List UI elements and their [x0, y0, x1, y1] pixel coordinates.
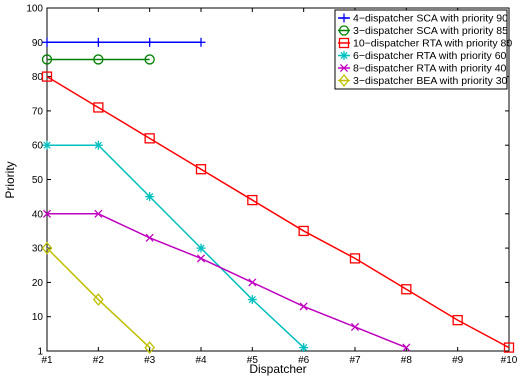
y-tick-label: 1 [37, 347, 43, 358]
asterisk-marker [42, 140, 52, 150]
x-marker [350, 322, 360, 332]
x-tick-label: #6 [298, 355, 310, 366]
x-axis-label: Dispatcher [249, 362, 306, 376]
legend: 4−dispatcher SCA with priority 903−dispa… [334, 9, 512, 90]
series-line [46, 75, 510, 349]
diamond-marker [41, 241, 53, 255]
square-marker [401, 284, 412, 295]
square-marker [298, 225, 309, 237]
x-marker [42, 209, 52, 218]
square-marker [93, 102, 104, 113]
plus-marker [339, 13, 349, 23]
x-marker [248, 278, 257, 287]
asterisk-marker [145, 192, 155, 202]
legend-label: 3−dispatcher SCA with priority 85 [353, 25, 508, 37]
diamond-marker [144, 341, 156, 354]
legend-label: 3−dispatcher BEA with priority 30 [353, 75, 508, 87]
y-tick-label: 30 [32, 244, 44, 255]
x-tick-label: #5 [247, 355, 259, 366]
square-marker [503, 342, 515, 353]
y-tick-label: 90 [32, 38, 44, 49]
x-marker [196, 254, 206, 263]
plus-marker [196, 37, 206, 47]
circle-marker [338, 25, 350, 36]
plus-marker [145, 37, 155, 47]
x-tick-label: #2 [93, 355, 105, 366]
circle-marker [93, 54, 104, 65]
series-line [46, 247, 151, 349]
asterisk-marker [196, 243, 206, 253]
legend-label: 6−dispatcher RTA with priority 60 [353, 50, 507, 62]
circle-marker [144, 54, 155, 65]
legend-label: 4−dispatcher SCA with priority 90 [353, 13, 508, 25]
legend-box [334, 9, 508, 90]
y-tick-label: 80 [32, 72, 44, 83]
legend-entry: 3−dispatcher BEA with priority 30 [338, 74, 508, 87]
plus-marker [93, 37, 103, 47]
legend-entry: 6−dispatcher RTA with priority 60 [338, 50, 507, 62]
y-tick-label: 70 [32, 106, 44, 117]
y-tick-label: 60 [32, 141, 44, 152]
series-1 [42, 37, 206, 47]
series-3 [41, 71, 515, 353]
asterisk-marker [299, 343, 309, 353]
asterisk-marker [247, 295, 257, 305]
axis-ticks: #1 #2 #3 #4 #5 #6 #7 #8 #9 #10 1 10 20 30 40 50 60 70 80 90… [26, 4, 517, 367]
x-marker [145, 233, 154, 242]
y-tick-label: 50 [32, 175, 44, 186]
x-tick-label: #3 [144, 355, 156, 366]
diamond-marker [92, 293, 104, 306]
series-2 [41, 54, 155, 65]
x-marker [299, 302, 308, 311]
series-4 [42, 140, 309, 353]
series-6 [41, 241, 156, 354]
square-marker [41, 71, 53, 82]
circle-marker [41, 54, 53, 65]
diamond-marker [338, 74, 350, 87]
x-tick-label: #9 [452, 355, 464, 366]
square-marker [247, 194, 258, 206]
series-group [41, 37, 515, 354]
square-marker [452, 314, 463, 326]
x-tick-label: #4 [195, 355, 207, 366]
x-marker [339, 63, 349, 73]
y-axis-label: Priority [3, 161, 17, 198]
x-marker [402, 343, 411, 352]
y-tick-label: 20 [32, 278, 44, 289]
asterisk-marker [93, 140, 103, 150]
y-tick-label: 100 [26, 4, 43, 15]
x-marker [94, 209, 103, 218]
legend-label: 10−dispatcher RTA with priority 80 [353, 38, 512, 50]
legend-entry: 10−dispatcher RTA with priority 80 [338, 38, 512, 50]
square-marker [349, 253, 361, 264]
x-tick-label: #7 [349, 355, 361, 366]
plus-marker [42, 37, 52, 47]
y-tick-label: 10 [32, 312, 44, 323]
asterisk-marker [339, 51, 349, 60]
series-line [47, 144, 305, 349]
square-marker [195, 164, 207, 175]
legend-label: 8−dispatcher RTA with priority 40 [353, 63, 507, 75]
legend-entry: 4−dispatcher SCA with priority 90 [338, 13, 508, 25]
x-tick-label: #10 [501, 355, 518, 366]
y-tick-label: 40 [32, 209, 44, 220]
square-marker [144, 133, 155, 144]
series-5 [42, 209, 411, 352]
series-line [47, 213, 407, 349]
legend-entry: 8−dispatcher RTA with priority 40 [338, 63, 507, 75]
square-marker [338, 37, 350, 49]
x-tick-label: #1 [41, 355, 53, 366]
x-tick-label: #8 [401, 355, 413, 366]
legend-entry: 3−dispatcher SCA with priority 85 [338, 25, 508, 37]
